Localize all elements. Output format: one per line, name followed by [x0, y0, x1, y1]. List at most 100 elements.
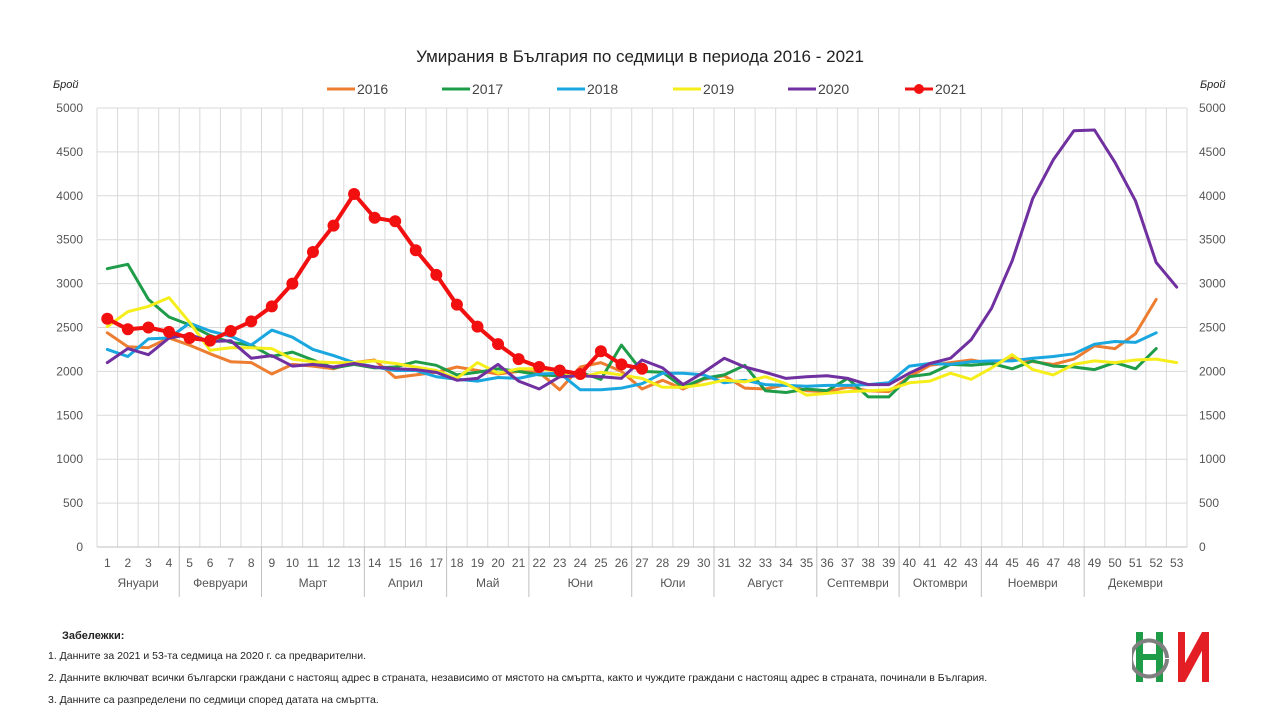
x-tick-label: 35 — [800, 556, 814, 570]
x-tick-label: 38 — [862, 556, 876, 570]
data-point-2021 — [121, 323, 134, 336]
x-tick-label: 45 — [1006, 556, 1020, 570]
data-point-2021 — [101, 312, 114, 325]
x-tick-label: 39 — [882, 556, 896, 570]
data-point-2021 — [512, 353, 525, 366]
x-tick-label: 22 — [532, 556, 546, 570]
month-label: Ноември — [1008, 576, 1058, 590]
y-tick-label-left: 2500 — [56, 321, 83, 335]
nsi-logo-icon — [1129, 628, 1216, 695]
month-label: Май — [476, 576, 500, 590]
x-tick-label: 28 — [656, 556, 670, 570]
x-tick-label: 16 — [409, 556, 423, 570]
month-label: Март — [299, 576, 328, 590]
x-tick-label: 53 — [1170, 556, 1184, 570]
note-2: 2. Данните включват всички български гра… — [48, 672, 988, 684]
series-line-2018 — [105, 321, 1158, 392]
x-tick-label: 20 — [491, 556, 505, 570]
x-tick-label: 1 — [104, 556, 111, 570]
month-label: Юли — [660, 576, 685, 590]
x-tick-label: 42 — [944, 556, 958, 570]
x-tick-label: 18 — [450, 556, 464, 570]
y-tick-label-left: 1000 — [56, 452, 83, 466]
x-tick-label: 29 — [676, 556, 690, 570]
data-point-2021 — [574, 368, 587, 381]
data-point-2021 — [594, 345, 607, 358]
data-point-2021 — [224, 325, 237, 338]
y-tick-label-left: 3500 — [56, 233, 83, 247]
data-point-2021 — [409, 244, 422, 257]
note-3: 3. Данните са разпределени по седмици сп… — [48, 694, 379, 706]
data-point-2021 — [636, 362, 648, 375]
y-tick-label-right: 500 — [1199, 496, 1219, 510]
y-axis-label-right: Брой — [1200, 79, 1226, 91]
data-point-2021 — [245, 315, 258, 328]
series-line-2019 — [105, 296, 1179, 397]
y-tick-label-right: 4500 — [1199, 145, 1226, 159]
gridlines — [96, 107, 1188, 548]
data-point-2021 — [389, 215, 402, 228]
legend-label-2018: 2018 — [587, 81, 618, 97]
data-point-2021 — [430, 268, 443, 281]
legend-label-2021: 2021 — [935, 81, 966, 97]
month-label: Юни — [568, 576, 593, 590]
y-tick-label-right: 4000 — [1199, 189, 1226, 203]
y-axis-label-left: Брой — [53, 79, 79, 91]
legend-marker-2021 — [914, 84, 924, 94]
x-tick-label: 31 — [718, 556, 732, 570]
data-point-2021 — [306, 245, 319, 258]
x-tick-label: 5 — [186, 556, 193, 570]
y-tick-label-right: 1000 — [1199, 452, 1226, 466]
x-tick-label: 30 — [697, 556, 711, 570]
series-layer — [101, 128, 1179, 399]
x-tick-label: 21 — [512, 556, 526, 570]
y-tick-label-left: 4500 — [56, 145, 83, 159]
data-point-2021 — [553, 364, 566, 377]
y-tick-label-left: 5000 — [56, 101, 83, 115]
y-tick-label-left: 2000 — [56, 364, 83, 378]
x-tick-label: 2 — [125, 556, 132, 570]
legend-label-2017: 2017 — [472, 81, 503, 97]
x-tick-label: 8 — [248, 556, 255, 570]
legend-label-2016: 2016 — [357, 81, 388, 97]
x-tick-label: 14 — [368, 556, 382, 570]
y-tick-label-left: 1500 — [56, 408, 83, 422]
data-point-2021 — [204, 334, 217, 347]
legend-label-2020: 2020 — [818, 81, 849, 97]
series-line-2020 — [105, 128, 1179, 391]
x-tick-label: 44 — [985, 556, 999, 570]
x-tick-label: 27 — [635, 556, 649, 570]
month-label: Януари — [118, 576, 159, 590]
x-tick-label: 32 — [738, 556, 752, 570]
x-tick-label: 33 — [759, 556, 773, 570]
x-tick-label: 52 — [1149, 556, 1163, 570]
x-tick-label: 3 — [145, 556, 152, 570]
data-point-2021 — [348, 188, 361, 201]
notes: Забележки: 1. Данните за 2021 и 53-та се… — [48, 630, 987, 716]
data-point-2021 — [162, 325, 175, 338]
x-tick-label: 15 — [389, 556, 403, 570]
y-tick-label-right: 2500 — [1199, 321, 1226, 335]
x-tick-label: 37 — [841, 556, 855, 570]
month-label: Септември — [827, 576, 889, 590]
month-label: Декември — [1108, 576, 1163, 590]
x-tick-label: 47 — [1047, 556, 1061, 570]
x-tick-label: 48 — [1067, 556, 1081, 570]
data-point-2021 — [492, 338, 505, 351]
x-tick-label: 12 — [327, 556, 341, 570]
x-tick-label: 17 — [430, 556, 444, 570]
y-tick-label-right: 0 — [1199, 540, 1206, 554]
x-tick-label: 40 — [903, 556, 917, 570]
chart-title: Умирания в България по седмици в периода… — [416, 47, 864, 66]
x-tick-label: 13 — [347, 556, 361, 570]
y-tick-label-right: 1500 — [1199, 408, 1226, 422]
data-point-2021 — [142, 321, 155, 334]
x-tick-label: 11 — [307, 556, 320, 570]
y-tick-label-right: 5000 — [1199, 101, 1226, 115]
x-tick-label: 41 — [923, 556, 937, 570]
x-tick-label: 25 — [594, 556, 608, 570]
data-point-2021 — [183, 332, 196, 345]
legend-label-2019: 2019 — [703, 81, 734, 97]
